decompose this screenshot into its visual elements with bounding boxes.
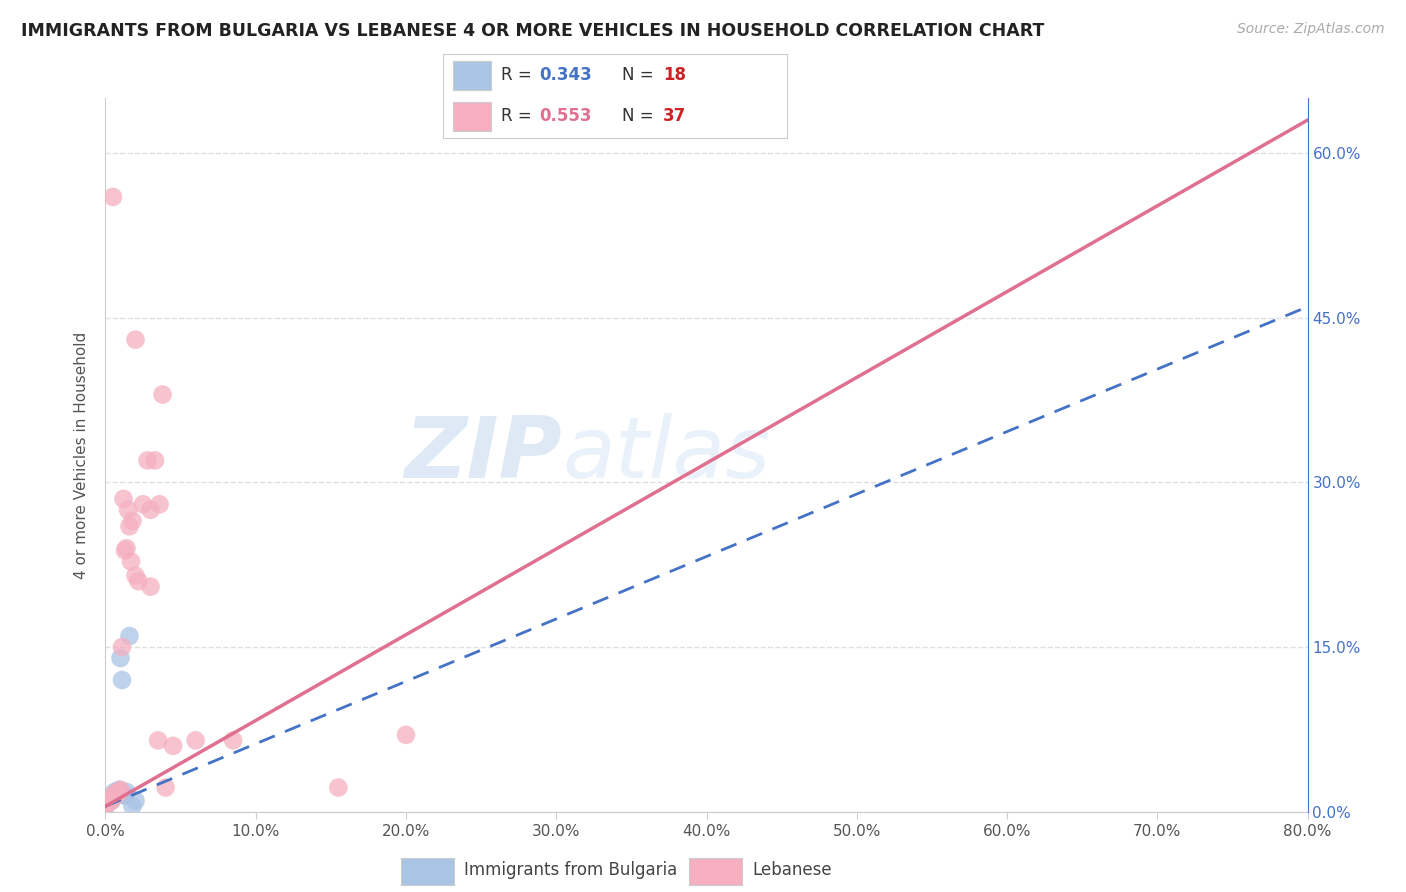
Point	[143, 453, 166, 467]
Text: 37: 37	[664, 107, 686, 125]
Point	[103, 789, 125, 803]
Point	[101, 789, 124, 803]
Point	[148, 497, 170, 511]
Point	[112, 491, 135, 506]
Text: Lebanese: Lebanese	[752, 861, 832, 879]
Point	[124, 333, 146, 347]
Text: IMMIGRANTS FROM BULGARIA VS LEBANESE 4 OR MORE VEHICLES IN HOUSEHOLD CORRELATION: IMMIGRANTS FROM BULGARIA VS LEBANESE 4 O…	[21, 22, 1045, 40]
Text: Immigrants from Bulgaria: Immigrants from Bulgaria	[464, 861, 678, 879]
Point	[139, 503, 162, 517]
Point	[222, 733, 245, 747]
Point	[128, 574, 150, 589]
Text: atlas: atlas	[562, 413, 770, 497]
Point	[111, 673, 134, 687]
Point	[98, 794, 121, 808]
Bar	[453, 102, 491, 130]
Point	[96, 796, 118, 810]
Text: R =: R =	[502, 107, 537, 125]
Point	[155, 780, 177, 795]
Point	[96, 796, 118, 810]
Point	[121, 514, 143, 528]
Point	[136, 453, 159, 467]
Point	[97, 794, 120, 808]
Point	[115, 785, 138, 799]
Point	[107, 785, 129, 799]
Text: 18: 18	[664, 66, 686, 84]
Text: N =: N =	[621, 66, 659, 84]
Point	[98, 791, 121, 805]
Point	[117, 503, 139, 517]
Point	[110, 782, 132, 797]
Point	[395, 728, 418, 742]
Point	[114, 543, 136, 558]
Point	[184, 733, 207, 747]
Point	[100, 794, 122, 808]
Point	[94, 799, 117, 814]
Point	[146, 733, 169, 747]
Point	[101, 789, 124, 803]
Point	[108, 782, 131, 797]
Point	[115, 541, 138, 556]
Text: 0.343: 0.343	[540, 66, 592, 84]
Point	[110, 651, 132, 665]
Y-axis label: 4 or more Vehicles in Household: 4 or more Vehicles in Household	[75, 331, 90, 579]
Point	[107, 785, 129, 799]
Point	[132, 497, 155, 511]
Point	[112, 789, 135, 803]
Point	[162, 739, 184, 753]
Text: N =: N =	[621, 107, 659, 125]
Point	[100, 794, 122, 808]
Point	[94, 799, 117, 814]
Point	[139, 580, 162, 594]
Text: ZIP: ZIP	[405, 413, 562, 497]
Point	[111, 640, 134, 654]
Point	[328, 780, 350, 795]
Point	[124, 794, 146, 808]
Point	[124, 568, 146, 582]
Point	[121, 799, 143, 814]
Point	[120, 554, 142, 568]
Point	[104, 789, 127, 803]
Point	[103, 785, 125, 799]
Text: 0.553: 0.553	[540, 107, 592, 125]
Point	[118, 629, 141, 643]
Point	[108, 785, 131, 799]
Point	[118, 519, 141, 533]
Text: Source: ZipAtlas.com: Source: ZipAtlas.com	[1237, 22, 1385, 37]
Text: R =: R =	[502, 66, 537, 84]
Point	[97, 796, 120, 810]
Point	[101, 190, 124, 204]
Point	[152, 387, 174, 401]
Point	[104, 789, 127, 803]
Point	[114, 789, 136, 803]
Bar	[453, 62, 491, 90]
